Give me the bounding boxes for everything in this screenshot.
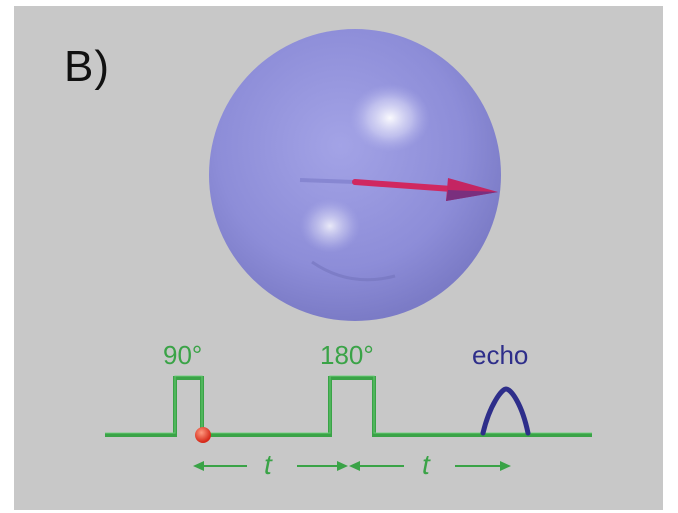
arrowhead-shade — [446, 190, 498, 201]
pulse-sequence-highlight — [105, 375, 592, 434]
echo-signal — [480, 386, 531, 436]
bloch-sphere — [209, 29, 501, 321]
interval-arrow-right-head — [500, 461, 511, 471]
sphere-highlight-top — [350, 84, 430, 152]
pulse-180-label: 180° — [320, 340, 374, 370]
time-marker-dot — [195, 427, 211, 443]
interval-t-first: t — [264, 449, 272, 480]
interval-t-second: t — [422, 449, 430, 480]
interval-arrow-left-head — [193, 461, 204, 471]
interval-arrow-mid-left-head — [349, 461, 360, 471]
magnetization-vector — [352, 179, 455, 192]
pulse-90-label: 90° — [163, 340, 203, 370]
sphere-equator-shadow — [311, 260, 396, 282]
sphere-highlight-bottom — [300, 199, 360, 253]
echo-label: echo — [472, 340, 529, 370]
panel-label: B) — [64, 42, 110, 91]
interval-arrow-mid-right-head — [337, 461, 348, 471]
vector-shadow — [299, 178, 356, 184]
